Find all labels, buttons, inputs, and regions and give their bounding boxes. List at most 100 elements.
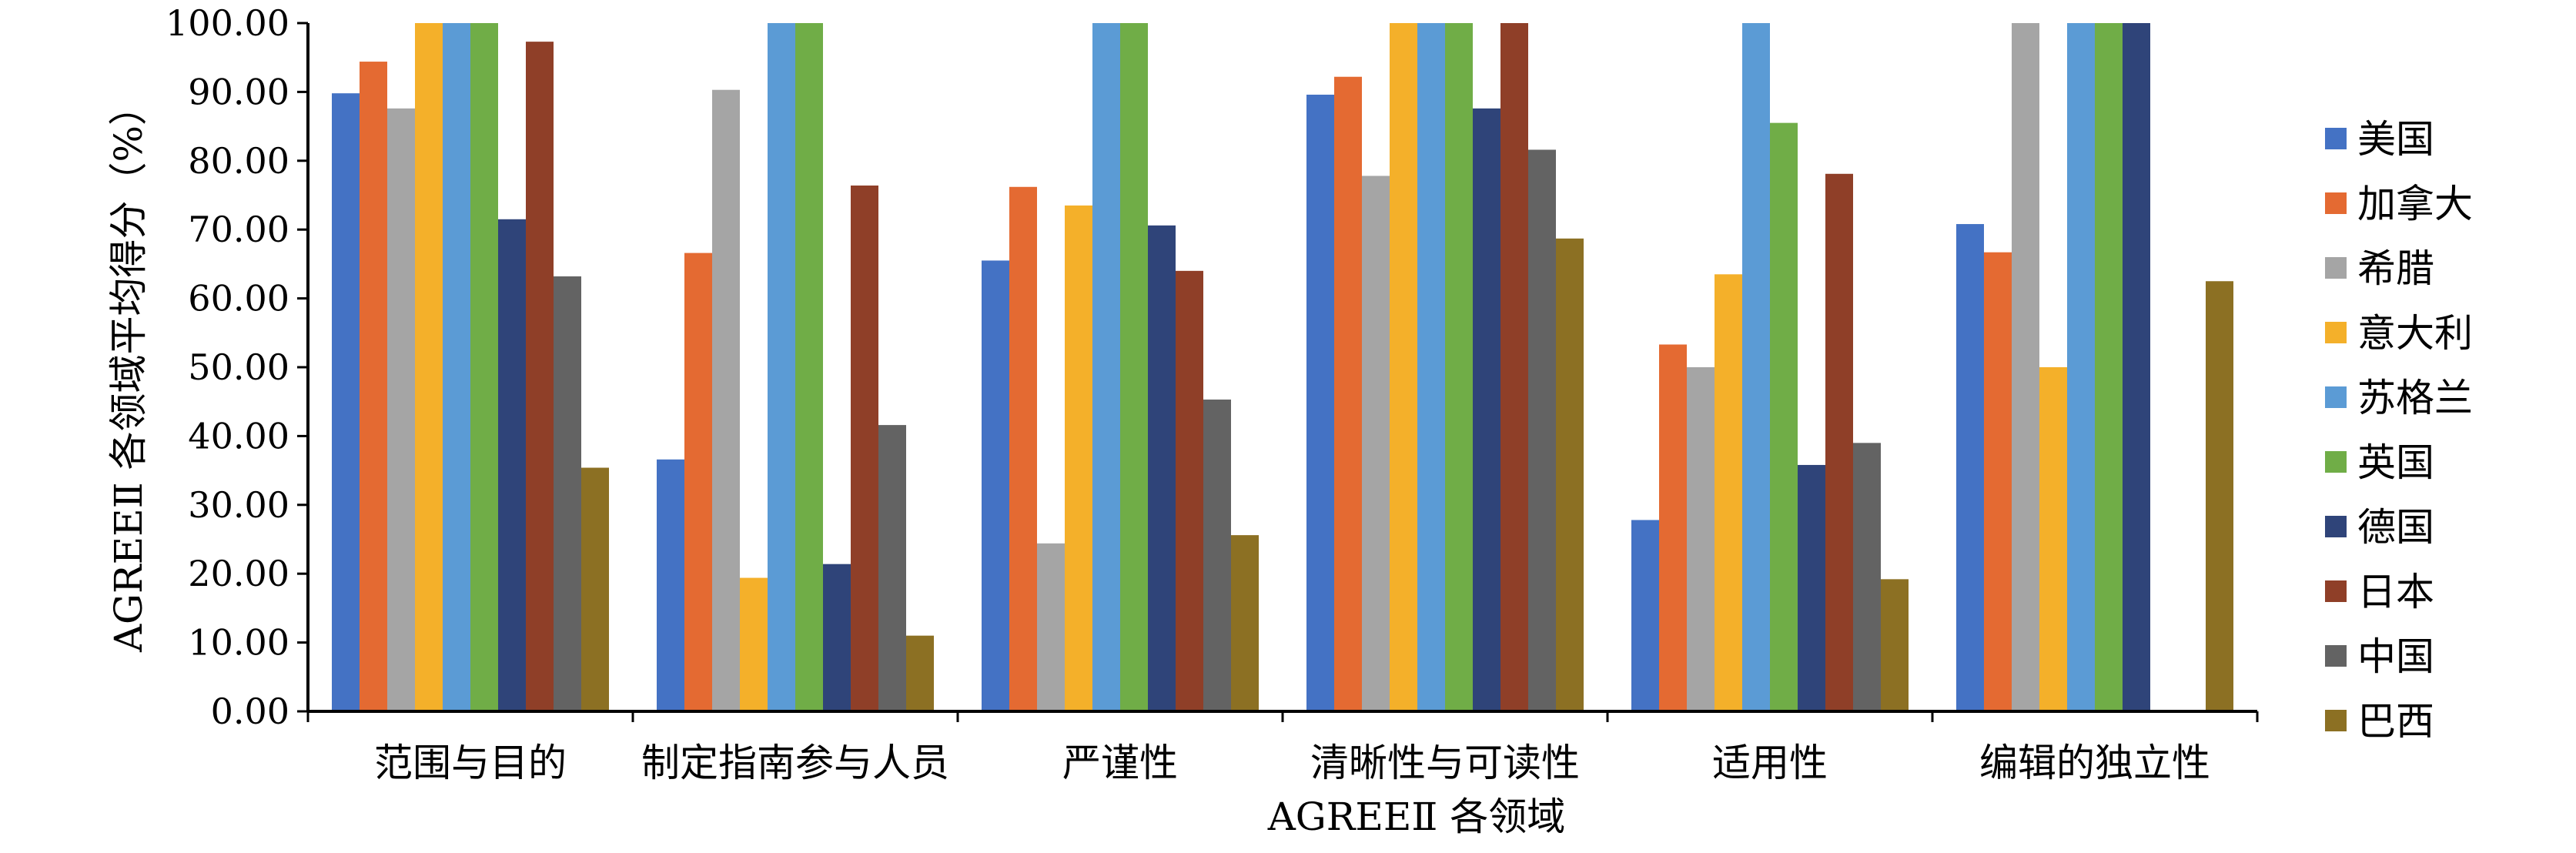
bar	[1853, 443, 1881, 711]
bar	[1334, 76, 1362, 712]
y-tick-label: 40.00	[188, 415, 289, 457]
legend-label: 苏格兰	[2357, 376, 2473, 420]
bar	[684, 253, 712, 711]
bar	[498, 219, 526, 711]
legend-label: 巴西	[2357, 699, 2434, 744]
bar	[2039, 367, 2067, 711]
x-category-label: 清晰性与可读性	[1310, 741, 1580, 785]
bar	[851, 185, 878, 711]
bar	[1687, 367, 1715, 711]
bar	[740, 577, 768, 711]
bar	[1417, 23, 1445, 711]
legend-label: 中国	[2357, 634, 2434, 679]
bar	[878, 425, 906, 711]
x-axis-category-labels: 范围与目的 制定指南参与人员 严谨性 清晰性与可读性 适用性 编辑的独立性	[374, 741, 2210, 785]
bar	[443, 23, 470, 711]
bar	[554, 276, 581, 711]
bar	[1528, 149, 1556, 712]
legend-label: 美国	[2357, 117, 2434, 162]
y-tick-label: 10.00	[188, 622, 289, 664]
bar	[1825, 173, 1853, 711]
bar	[1176, 270, 1203, 712]
x-axis-title: AGREEⅡ 各领域	[1267, 794, 1566, 839]
legend-swatch	[2325, 322, 2347, 343]
legend-swatch	[2325, 580, 2347, 602]
bar-marks	[332, 23, 2233, 712]
bar	[1362, 176, 1390, 711]
bar	[657, 459, 684, 711]
bar	[1715, 274, 1742, 711]
x-category-label: 编辑的独立性	[1979, 741, 2210, 785]
bar	[712, 89, 740, 711]
bar	[2206, 281, 2233, 711]
bar	[1742, 23, 1770, 711]
bar	[1631, 520, 1659, 711]
legend-label: 加拿大	[2357, 182, 2473, 226]
axes	[297, 22, 2259, 722]
x-category-label: 严谨性	[1062, 741, 1178, 785]
y-tick-label: 50.00	[188, 346, 289, 388]
bar	[1770, 122, 1798, 711]
bar	[1956, 224, 1984, 712]
legend-label: 希腊	[2357, 246, 2434, 291]
legend-swatch	[2325, 192, 2347, 214]
bar	[1500, 23, 1528, 711]
bar	[1120, 23, 1148, 711]
bar	[1445, 23, 1473, 711]
bar	[1798, 464, 1825, 711]
bar	[1306, 94, 1334, 711]
bar	[906, 635, 934, 711]
legend-label: 意大利	[2357, 311, 2473, 356]
bar	[768, 23, 795, 711]
bar	[2123, 23, 2150, 711]
y-tick-label: 30.00	[188, 484, 289, 526]
bar	[795, 23, 823, 711]
bar	[1984, 252, 2012, 711]
legend-swatch	[2325, 710, 2347, 731]
x-category-label: 适用性	[1712, 741, 1828, 785]
bar	[1092, 23, 1120, 711]
bar	[1659, 344, 1687, 711]
bar	[1009, 186, 1037, 712]
bar	[1148, 225, 1176, 711]
y-tick-label: 20.00	[188, 553, 289, 594]
bar	[1203, 400, 1231, 711]
legend-label: 德国	[2357, 505, 2434, 550]
legend-swatch	[2325, 451, 2347, 473]
y-tick-label: 90.00	[188, 71, 289, 112]
bar	[1037, 543, 1065, 711]
legend-swatch	[2325, 128, 2347, 149]
y-tick-label: 60.00	[188, 278, 289, 319]
bar	[2012, 23, 2039, 711]
bar	[1881, 579, 1909, 711]
bar	[1390, 23, 1417, 711]
y-tick-label: 70.00	[188, 209, 289, 250]
bar	[526, 42, 554, 711]
bar	[1231, 535, 1259, 711]
legend-label: 日本	[2357, 570, 2434, 614]
x-category-label: 制定指南参与人员	[641, 741, 949, 785]
legend-label: 英国	[2357, 440, 2434, 485]
legend-swatch	[2325, 386, 2347, 408]
y-tick-label: 80.00	[188, 140, 289, 182]
bar	[415, 23, 443, 711]
bar	[1065, 205, 1092, 711]
legend-swatch	[2325, 516, 2347, 537]
bar	[982, 260, 1009, 711]
bar	[2067, 23, 2095, 711]
bar	[360, 62, 387, 711]
x-category-label: 范围与目的	[374, 741, 567, 785]
bar	[581, 467, 609, 711]
bar	[823, 564, 851, 711]
bar	[332, 93, 360, 712]
y-axis-title: AGREEⅡ 各领域平均得分（%）	[106, 87, 151, 653]
legend-swatch	[2325, 257, 2347, 279]
y-axis-tick-labels: 0.00 10.00 20.00 30.00 40.00 50.00 60.00 70.00 8…	[166, 2, 289, 732]
legend-swatch	[2325, 645, 2347, 667]
bar	[387, 108, 415, 711]
y-tick-label: 100.00	[166, 2, 289, 44]
y-tick-label: 0.00	[211, 691, 289, 732]
bar	[1473, 108, 1500, 711]
